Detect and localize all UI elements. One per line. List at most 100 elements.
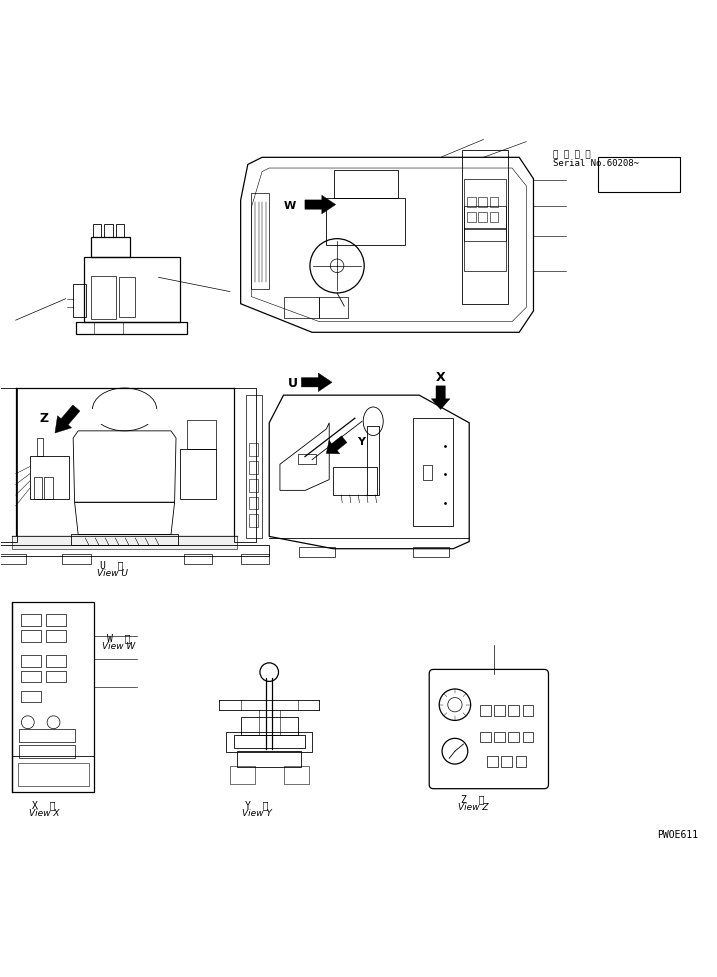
Bar bbox=[47, 671, 67, 683]
Bar bbox=[83, 258, 180, 322]
Bar bbox=[494, 705, 505, 716]
Bar bbox=[467, 198, 475, 208]
Bar bbox=[247, 396, 262, 538]
Bar bbox=[44, 478, 53, 499]
Bar bbox=[180, 449, 216, 499]
Bar bbox=[462, 150, 508, 305]
Polygon shape bbox=[432, 387, 450, 410]
Bar bbox=[480, 732, 490, 743]
Text: View W: View W bbox=[102, 641, 135, 650]
Bar bbox=[501, 756, 512, 767]
Bar bbox=[0, 554, 27, 565]
Text: Serial No.60208~: Serial No.60208~ bbox=[554, 159, 640, 168]
Bar bbox=[0, 545, 269, 556]
Bar bbox=[523, 732, 533, 743]
Bar bbox=[299, 547, 335, 558]
Bar bbox=[34, 478, 42, 499]
Text: Y  視: Y 視 bbox=[245, 799, 269, 810]
Bar bbox=[478, 198, 487, 208]
Bar bbox=[333, 468, 377, 495]
Text: View Z: View Z bbox=[457, 802, 488, 811]
Bar bbox=[250, 497, 258, 510]
Bar bbox=[187, 421, 216, 449]
Text: Z: Z bbox=[39, 412, 49, 425]
Bar bbox=[508, 705, 519, 716]
Text: Z  視: Z 視 bbox=[461, 793, 485, 803]
Bar bbox=[367, 426, 379, 495]
Bar bbox=[90, 276, 115, 319]
Bar bbox=[250, 461, 258, 474]
Bar bbox=[21, 615, 41, 626]
Bar bbox=[18, 763, 88, 786]
Bar bbox=[250, 444, 258, 456]
Bar bbox=[487, 756, 498, 767]
Bar bbox=[92, 226, 101, 238]
Bar bbox=[184, 554, 212, 565]
Bar bbox=[478, 212, 487, 223]
Bar bbox=[241, 554, 269, 565]
Bar bbox=[19, 745, 75, 758]
Bar bbox=[508, 732, 519, 743]
Polygon shape bbox=[305, 196, 336, 215]
Polygon shape bbox=[55, 405, 80, 434]
Bar bbox=[490, 198, 498, 208]
Bar bbox=[598, 158, 680, 192]
Bar bbox=[119, 278, 135, 318]
Bar bbox=[115, 226, 124, 238]
Bar bbox=[490, 212, 498, 223]
Text: View X: View X bbox=[29, 808, 60, 817]
Bar bbox=[47, 656, 67, 667]
Bar bbox=[283, 297, 319, 319]
Bar bbox=[21, 671, 41, 683]
Bar bbox=[480, 705, 490, 716]
Bar bbox=[523, 705, 533, 716]
Bar bbox=[92, 409, 157, 424]
Bar bbox=[47, 630, 67, 642]
Bar bbox=[90, 238, 130, 258]
Bar bbox=[12, 603, 94, 791]
Bar bbox=[71, 534, 178, 545]
Bar bbox=[464, 180, 505, 230]
Text: W  視: W 視 bbox=[107, 633, 130, 643]
Bar bbox=[62, 554, 90, 565]
Text: X  視: X 視 bbox=[32, 799, 56, 810]
Bar bbox=[30, 456, 70, 499]
Bar bbox=[47, 615, 67, 626]
Text: 適 用 号 機: 適 用 号 機 bbox=[554, 150, 591, 159]
Text: W: W bbox=[283, 200, 295, 210]
Bar bbox=[283, 766, 308, 785]
Bar bbox=[37, 439, 43, 456]
Text: View Y: View Y bbox=[242, 808, 272, 817]
Bar bbox=[413, 547, 449, 558]
Bar bbox=[326, 199, 405, 245]
Bar bbox=[0, 389, 17, 542]
Bar bbox=[21, 630, 41, 642]
Bar bbox=[234, 735, 305, 747]
Bar bbox=[19, 729, 75, 742]
Bar bbox=[319, 297, 348, 319]
Polygon shape bbox=[326, 437, 347, 454]
Bar bbox=[104, 226, 113, 238]
Text: View U: View U bbox=[97, 569, 128, 577]
Bar bbox=[467, 212, 475, 223]
Bar bbox=[252, 194, 269, 290]
Bar bbox=[227, 733, 312, 752]
Bar bbox=[241, 717, 298, 736]
Bar bbox=[12, 536, 237, 549]
Bar bbox=[21, 656, 41, 667]
Bar bbox=[333, 171, 398, 199]
Bar bbox=[73, 285, 85, 318]
Text: U  視: U 視 bbox=[100, 560, 124, 570]
Bar bbox=[298, 454, 315, 465]
Bar bbox=[237, 751, 301, 767]
Bar bbox=[230, 766, 255, 785]
Bar bbox=[234, 389, 257, 542]
Bar bbox=[12, 756, 94, 791]
Bar bbox=[464, 229, 505, 272]
Bar bbox=[250, 480, 258, 492]
Bar bbox=[423, 466, 432, 480]
Bar bbox=[413, 419, 453, 527]
Bar bbox=[516, 756, 526, 767]
Bar bbox=[250, 515, 258, 528]
Bar bbox=[21, 691, 41, 702]
